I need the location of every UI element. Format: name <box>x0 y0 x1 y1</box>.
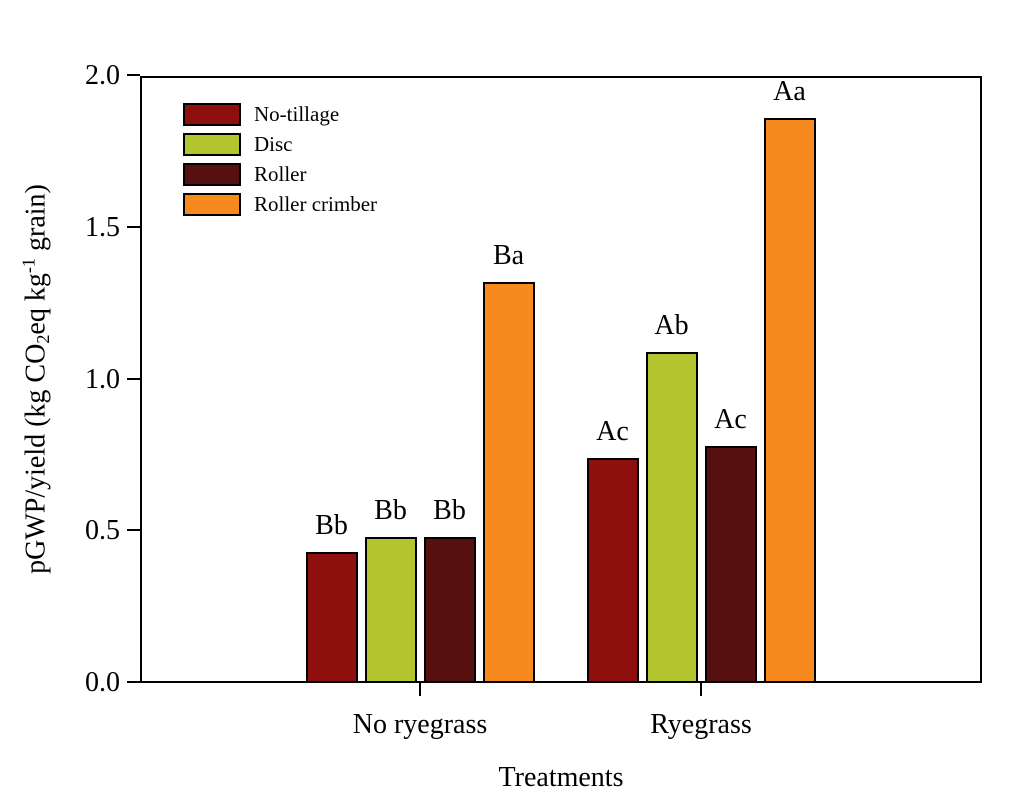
legend-row: Disc <box>183 129 377 159</box>
y-axis-label-sub: 2 <box>33 334 54 344</box>
sig-label: Ac <box>596 416 629 448</box>
sig-label: Bb <box>315 510 348 542</box>
legend-label: Roller <box>254 161 307 186</box>
legend: No-tillage Disc Roller Roller crimber <box>183 99 377 219</box>
bar <box>423 537 476 683</box>
y-tick <box>127 74 140 76</box>
y-tick-label: 0.0 <box>85 667 120 698</box>
bar <box>364 537 417 683</box>
y-axis-label-sup: -1 <box>18 257 39 274</box>
y-axis-label-mid: eq kg <box>20 273 52 335</box>
y-axis-label: pGWP/yield (kg CO2eq kg-1 grain) <box>18 184 54 574</box>
bar <box>586 458 639 683</box>
x-tick <box>419 683 421 696</box>
sig-label: Bb <box>433 495 466 527</box>
y-tick <box>127 681 140 683</box>
plot-area <box>140 76 982 683</box>
y-tick-label: 0.5 <box>85 515 120 547</box>
sig-label: Ba <box>492 240 525 272</box>
x-category-label: Ryegrass <box>650 709 752 740</box>
legend-label: Roller crimber <box>254 191 378 216</box>
sig-label: Bb <box>374 495 407 527</box>
x-tick <box>700 683 702 696</box>
y-axis-label-pre: pGWP/yield (kg CO <box>20 343 52 574</box>
y-tick <box>127 225 140 228</box>
sig-label: Ab <box>654 310 689 342</box>
legend-swatch-no-tillage <box>183 102 241 126</box>
sig-label: Aa <box>773 76 806 108</box>
bar <box>645 352 698 683</box>
legend-label: No-tillage <box>254 101 340 126</box>
y-axis-label-post: grain) <box>20 184 52 258</box>
bar <box>482 282 535 683</box>
y-tick-label: 1.5 <box>85 211 120 243</box>
bar <box>763 118 816 683</box>
sig-label: Ac <box>714 404 747 436</box>
legend-row: Roller crimber <box>183 189 377 219</box>
y-tick <box>127 529 140 532</box>
x-axis-title: Treatments <box>498 762 624 793</box>
legend-swatch-roller-crimber <box>183 192 241 216</box>
y-tick-label: 1.0 <box>85 363 120 395</box>
legend-swatch-disc <box>183 132 241 156</box>
bar <box>305 552 358 683</box>
y-tick-label: 2.0 <box>85 60 120 91</box>
bar <box>704 446 757 683</box>
y-tick <box>127 377 140 380</box>
x-category-label: No ryegrass <box>352 709 488 740</box>
legend-row: No-tillage <box>183 99 377 129</box>
legend-row: Roller <box>183 159 377 189</box>
legend-label: Disc <box>254 131 293 156</box>
legend-swatch-roller <box>183 162 241 186</box>
